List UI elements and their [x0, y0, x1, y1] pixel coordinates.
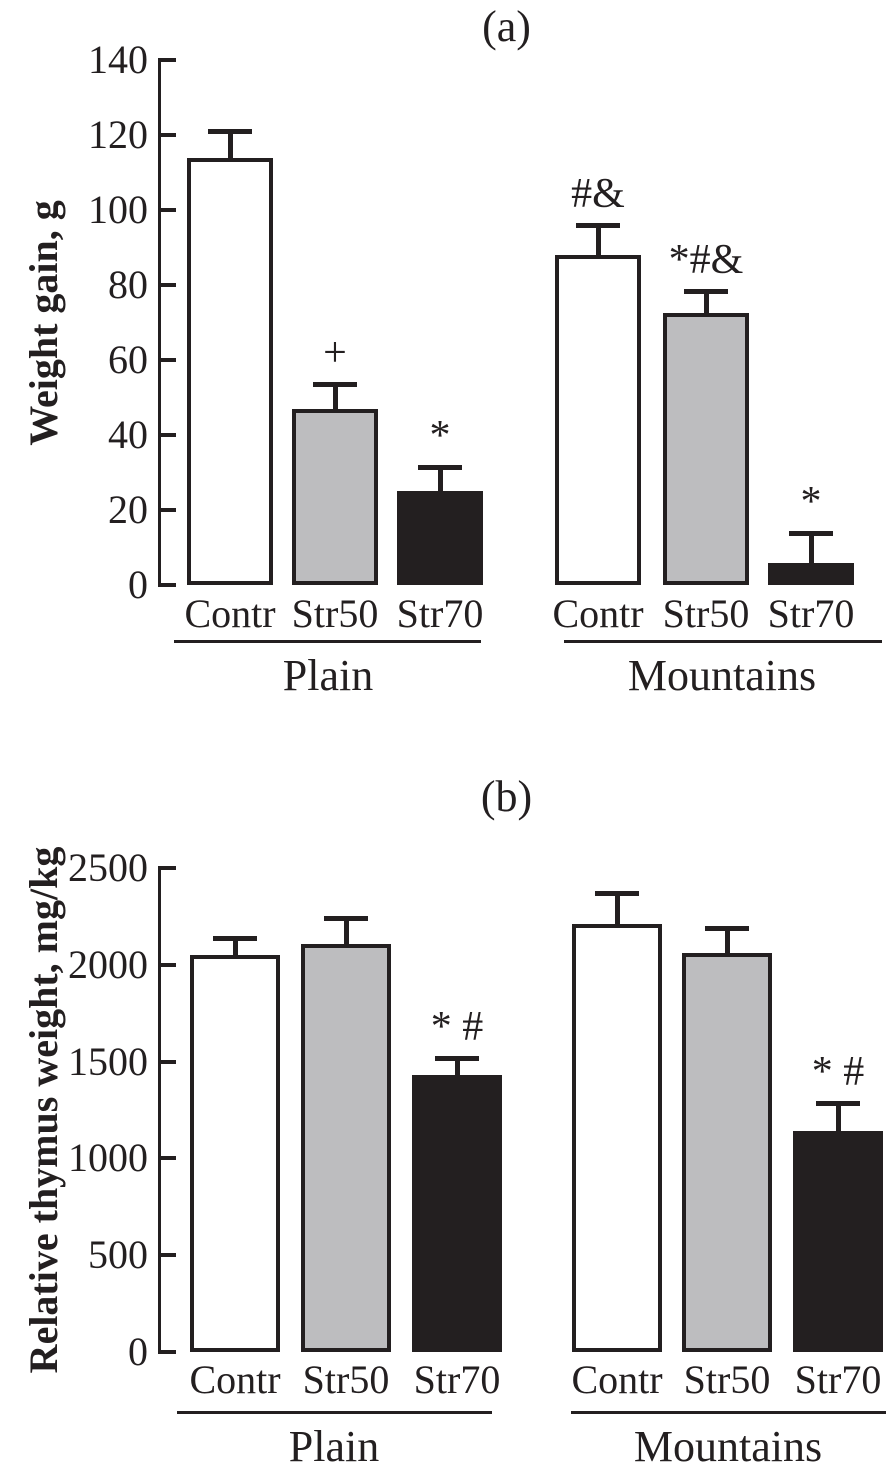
category-label-str50: Str50 — [662, 591, 750, 636]
category-label-contr: Contr — [184, 591, 276, 636]
error-bar-cap — [816, 1101, 860, 1107]
category-label-str70: Str70 — [767, 591, 855, 636]
category-label-contr: Contr — [189, 1357, 281, 1402]
category-label-contr: Contr — [571, 1357, 663, 1402]
group-label-mountains: Mountains — [633, 1422, 823, 1471]
y-tick-mark — [161, 1059, 176, 1064]
y-tick-mark — [161, 1350, 176, 1354]
error-bar-cap — [576, 223, 620, 228]
y-tick-label: 20 — [108, 487, 148, 532]
panel-a: (a) 140 120 100 80 60 40 20 0 Weight gain, g Contr… — [0, 0, 890, 735]
category-label-str50: Str50 — [291, 591, 379, 636]
error-bar-stem — [724, 928, 730, 956]
category-label-str70: Str70 — [396, 591, 484, 636]
y-tick-label: 100 — [88, 187, 148, 232]
group-label-plain: Plain — [288, 1422, 380, 1471]
category-label-str50: Str50 — [302, 1357, 390, 1402]
error-bar-cap — [595, 891, 639, 897]
y-tick-label: 40 — [108, 412, 148, 457]
bar-mountains-contr — [555, 255, 641, 585]
category-label-str70: Str70 — [413, 1357, 501, 1402]
significance-annotation: + — [323, 330, 347, 377]
y-tick-label: 0 — [128, 562, 148, 607]
bar-plain-contr — [190, 955, 280, 1352]
significance-annotation: * — [800, 478, 822, 525]
error-bar-cap — [705, 926, 749, 932]
error-bar-stem — [703, 290, 709, 316]
error-bar-cap — [313, 382, 357, 388]
error-bar-cap — [418, 464, 462, 470]
bar-plain-str50 — [292, 408, 378, 585]
y-tick-label: 0 — [128, 1329, 148, 1374]
bar-plain-str50 — [301, 943, 391, 1352]
y-tick-label: 2500 — [68, 845, 148, 890]
bar-mountains-str50 — [663, 313, 749, 585]
y-tick-mark — [161, 358, 176, 362]
error-bar-stem — [232, 937, 238, 958]
y-tick-label: 500 — [88, 1232, 148, 1278]
group-underline-mountains — [571, 1411, 886, 1414]
y-tick-label: 60 — [108, 337, 148, 382]
y-tick-mark — [161, 583, 176, 587]
error-bar-stem — [454, 1057, 460, 1078]
group-label-mountains: Mountains — [627, 651, 817, 700]
y-tick-label: 1000 — [68, 1135, 148, 1181]
bar-plain-str70 — [412, 1075, 502, 1352]
bar-mountains-contr — [572, 924, 662, 1352]
y-tick-mark — [161, 962, 176, 967]
significance-annotation: * # — [430, 1003, 484, 1050]
category-label-contr: Contr — [552, 591, 644, 636]
group-underline-plain — [174, 640, 481, 643]
bar-mountains-str50 — [682, 953, 772, 1352]
significance-annotation: * # — [811, 1049, 865, 1096]
y-axis-line — [158, 58, 161, 587]
category-label-str50: Str50 — [683, 1357, 771, 1402]
group-label-plain: Plain — [282, 651, 374, 700]
y-tick-label: 1500 — [68, 1038, 148, 1084]
y-tick-label: 80 — [108, 262, 148, 307]
y-tick-label: 2000 — [68, 941, 148, 987]
panel-b-title: (b) — [480, 772, 533, 821]
category-label-str70: Str70 — [794, 1357, 882, 1402]
error-bar-cap — [684, 288, 728, 294]
y-tick-mark — [161, 866, 176, 870]
y-tick-mark — [161, 433, 176, 437]
panel-a-title: (a) — [482, 2, 531, 51]
bar-mountains-str70 — [768, 562, 854, 585]
y-tick-mark — [161, 208, 176, 212]
error-bar-stem — [227, 131, 233, 160]
error-bar-stem — [595, 225, 601, 257]
significance-annotation: *#& — [668, 236, 744, 283]
y-tick-mark — [161, 1156, 176, 1161]
y-tick-label: 140 — [88, 37, 148, 82]
bar-plain-contr — [187, 157, 273, 585]
error-bar-stem — [437, 466, 443, 494]
y-tick-mark — [161, 133, 176, 137]
error-bar-stem — [332, 384, 338, 411]
y-tick-mark — [161, 508, 176, 512]
y-tick-label: 120 — [88, 112, 148, 157]
significance-annotation: #& — [571, 171, 625, 217]
error-bar-cap — [789, 530, 833, 536]
y-axis-title: Relative thymus weight, mg/kg — [21, 846, 66, 1374]
error-bar-stem — [808, 532, 814, 565]
y-tick-mark — [161, 283, 176, 287]
error-bar-stem — [835, 1103, 841, 1134]
error-bar-cap — [435, 1055, 479, 1061]
group-underline-plain — [177, 1411, 492, 1414]
y-tick-mark — [161, 1253, 176, 1258]
error-bar-cap — [213, 935, 257, 941]
significance-annotation: * — [429, 412, 451, 459]
y-axis-line — [158, 866, 161, 1354]
bar-plain-str70 — [397, 491, 483, 585]
error-bar-cap — [324, 916, 368, 922]
group-underline-mountains — [564, 640, 882, 643]
error-bar-stem — [343, 918, 349, 946]
error-bar-cap — [208, 129, 252, 135]
bar-mountains-str70 — [793, 1131, 883, 1352]
error-bar-stem — [614, 893, 620, 927]
y-tick-mark — [161, 58, 176, 62]
